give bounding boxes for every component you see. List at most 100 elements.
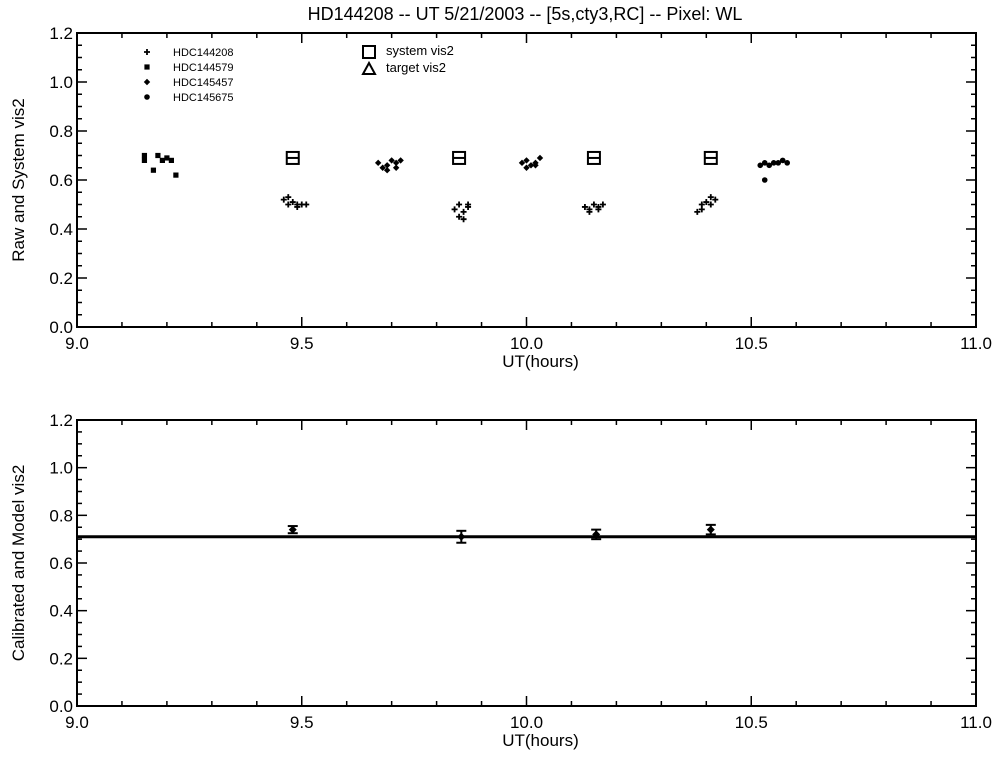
data-point-hdc145457 (392, 164, 400, 171)
bottom-x-tick-label: 10.0 (510, 713, 543, 732)
data-point-hdc145675 (775, 160, 782, 166)
data-point-hdc144208 (460, 216, 467, 223)
bottom-x-tick-label: 11.0 (960, 713, 992, 732)
data-point-hdc145457 (523, 157, 530, 164)
top-y-tick-label: 0.6 (49, 171, 73, 190)
bottom-x-axis-title: UT(hours) (502, 731, 579, 750)
data-point-hdc144579 (155, 152, 161, 159)
data-point-hdc144208 (707, 194, 714, 201)
data-point-hdc145457 (518, 159, 526, 167)
data-point-hdc144579 (141, 157, 148, 163)
top-y-tick-label: 0.4 (49, 220, 73, 239)
data-point-hdc144208 (599, 201, 606, 208)
data-point-hdc144579 (173, 172, 179, 178)
data-point-hdc144208 (460, 208, 467, 215)
top-y-tick-label: 0.0 (49, 318, 73, 337)
data-point-hdc144208 (694, 208, 701, 215)
legend-label-target-vis2: target vis2 (386, 60, 446, 75)
bottom-y-tick-label: 0.6 (49, 554, 73, 573)
data-point-hdc145457 (388, 157, 395, 164)
data-point-hdc144208 (712, 196, 719, 203)
top-x-tick-label: 10.0 (510, 334, 543, 353)
top-y-axis-title: Raw and System vis2 (9, 98, 28, 261)
data-point-hdc145675 (784, 160, 791, 166)
legend-marker-hdc144208 (144, 49, 150, 55)
legend-marker-target-vis2 (361, 60, 377, 75)
legend-marker-hdc145675 (144, 94, 150, 100)
data-point-hdc144208 (456, 213, 463, 220)
bottom-y-tick-label: 1.2 (49, 411, 73, 430)
bottom-plot-frame (76, 419, 977, 707)
calibrated-vis2-point (457, 532, 466, 541)
data-point-hdc144208 (590, 201, 597, 208)
data-point-hdc145675 (766, 162, 773, 169)
top-y-tick-label: 0.2 (49, 269, 73, 288)
calibrated-vis2-point (706, 525, 715, 534)
data-point-hdc144208 (581, 203, 588, 210)
data-point-hdc144579 (159, 157, 166, 163)
data-point-hdc145457 (374, 159, 382, 167)
data-point-hdc145675 (770, 160, 777, 166)
bottom-x-tick-label: 10.5 (735, 713, 768, 732)
figure-title: HD144208 -- UT 5/21/2003 -- [5s,cty3,RC]… (308, 4, 743, 24)
bottom-y-tick-label: 0.4 (49, 602, 73, 621)
top-x-tick-label: 9.5 (290, 334, 314, 353)
data-point-hdc144208 (451, 206, 458, 213)
bottom-y-tick-label: 0.8 (49, 506, 73, 525)
legend-marker-hdc145457 (143, 78, 151, 86)
data-point-hdc144208 (294, 203, 301, 210)
data-point-hdc145675 (757, 162, 764, 169)
data-point-hdc145675 (761, 177, 768, 183)
data-point-hdc145457 (527, 162, 535, 169)
data-point-hdc145675 (761, 160, 768, 166)
data-point-hdc144208 (285, 201, 292, 208)
top-y-tick-label: 1.2 (49, 24, 73, 43)
top-x-tick-label: 10.5 (735, 334, 768, 353)
data-point-hdc144208 (289, 199, 296, 206)
data-point-hdc144208 (465, 201, 472, 208)
data-point-hdc145457 (383, 167, 391, 174)
calibrated-vis2-panel: 9.0 9.5 10.0 10.5 11.0 0.0 0.2 0.4 0.6 0.8 1.0 1.2 U… (9, 411, 992, 750)
legend-marker-system-vis2 (362, 45, 376, 59)
top-y-tick-label: 0.8 (49, 122, 73, 141)
calibrated-vis2-point (288, 525, 297, 534)
data-point-hdc145457 (536, 154, 544, 162)
top-x-tick-label: 9.0 (65, 334, 89, 353)
legend-label-hdc145457: HDC145457 (173, 77, 234, 89)
data-point-hdc144208 (303, 201, 310, 208)
data-point-hdc144208 (595, 206, 602, 213)
bottom-y-tick-label: 0.2 (49, 649, 73, 668)
data-point-hdc144579 (141, 152, 148, 159)
data-point-hdc144208 (707, 201, 714, 208)
data-point-hdc144208 (703, 199, 710, 206)
legend-label-hdc144208: HDC144208 (173, 47, 234, 59)
data-point-hdc144208 (280, 196, 287, 203)
data-point-hdc145457 (379, 164, 386, 171)
data-point-hdc144208 (285, 194, 292, 201)
top-x-axis-title: UT(hours) (502, 352, 579, 371)
bottom-y-tick-label: 1.0 (49, 459, 73, 478)
bottom-y-tick-label: 0.0 (49, 697, 73, 716)
top-x-tick-label: 11.0 (960, 334, 992, 353)
data-point-hdc144579 (164, 155, 170, 161)
data-point-hdc145675 (779, 157, 786, 164)
data-point-hdc144579 (150, 167, 157, 173)
top-y-tick-label: 1.0 (49, 73, 73, 92)
legend-label-system-vis2: system vis2 (386, 43, 454, 58)
legend-label-hdc144579: HDC144579 (173, 62, 234, 74)
data-point-hdc145457 (392, 159, 400, 167)
data-point-hdc144208 (586, 208, 593, 215)
raw-vis2-panel: 9.0 9.5 10.0 10.5 11.0 0.0 0.2 0.4 0.6 0.8 1.0 1.2 U… (9, 24, 992, 371)
data-point-hdc145457 (383, 162, 391, 169)
bottom-x-tick-label: 9.5 (290, 713, 314, 732)
calibrated-vis2-point (592, 530, 601, 539)
data-point-hdc144208 (698, 206, 705, 213)
data-point-hdc145457 (532, 162, 539, 169)
bottom-y-axis-title: Calibrated and Model vis2 (9, 465, 28, 662)
bottom-x-tick-label: 9.0 (65, 713, 89, 732)
data-point-hdc145457 (397, 157, 404, 164)
data-point-hdc144579 (168, 157, 174, 163)
data-point-hdc144208 (456, 201, 463, 208)
data-point-hdc145457 (523, 164, 530, 171)
